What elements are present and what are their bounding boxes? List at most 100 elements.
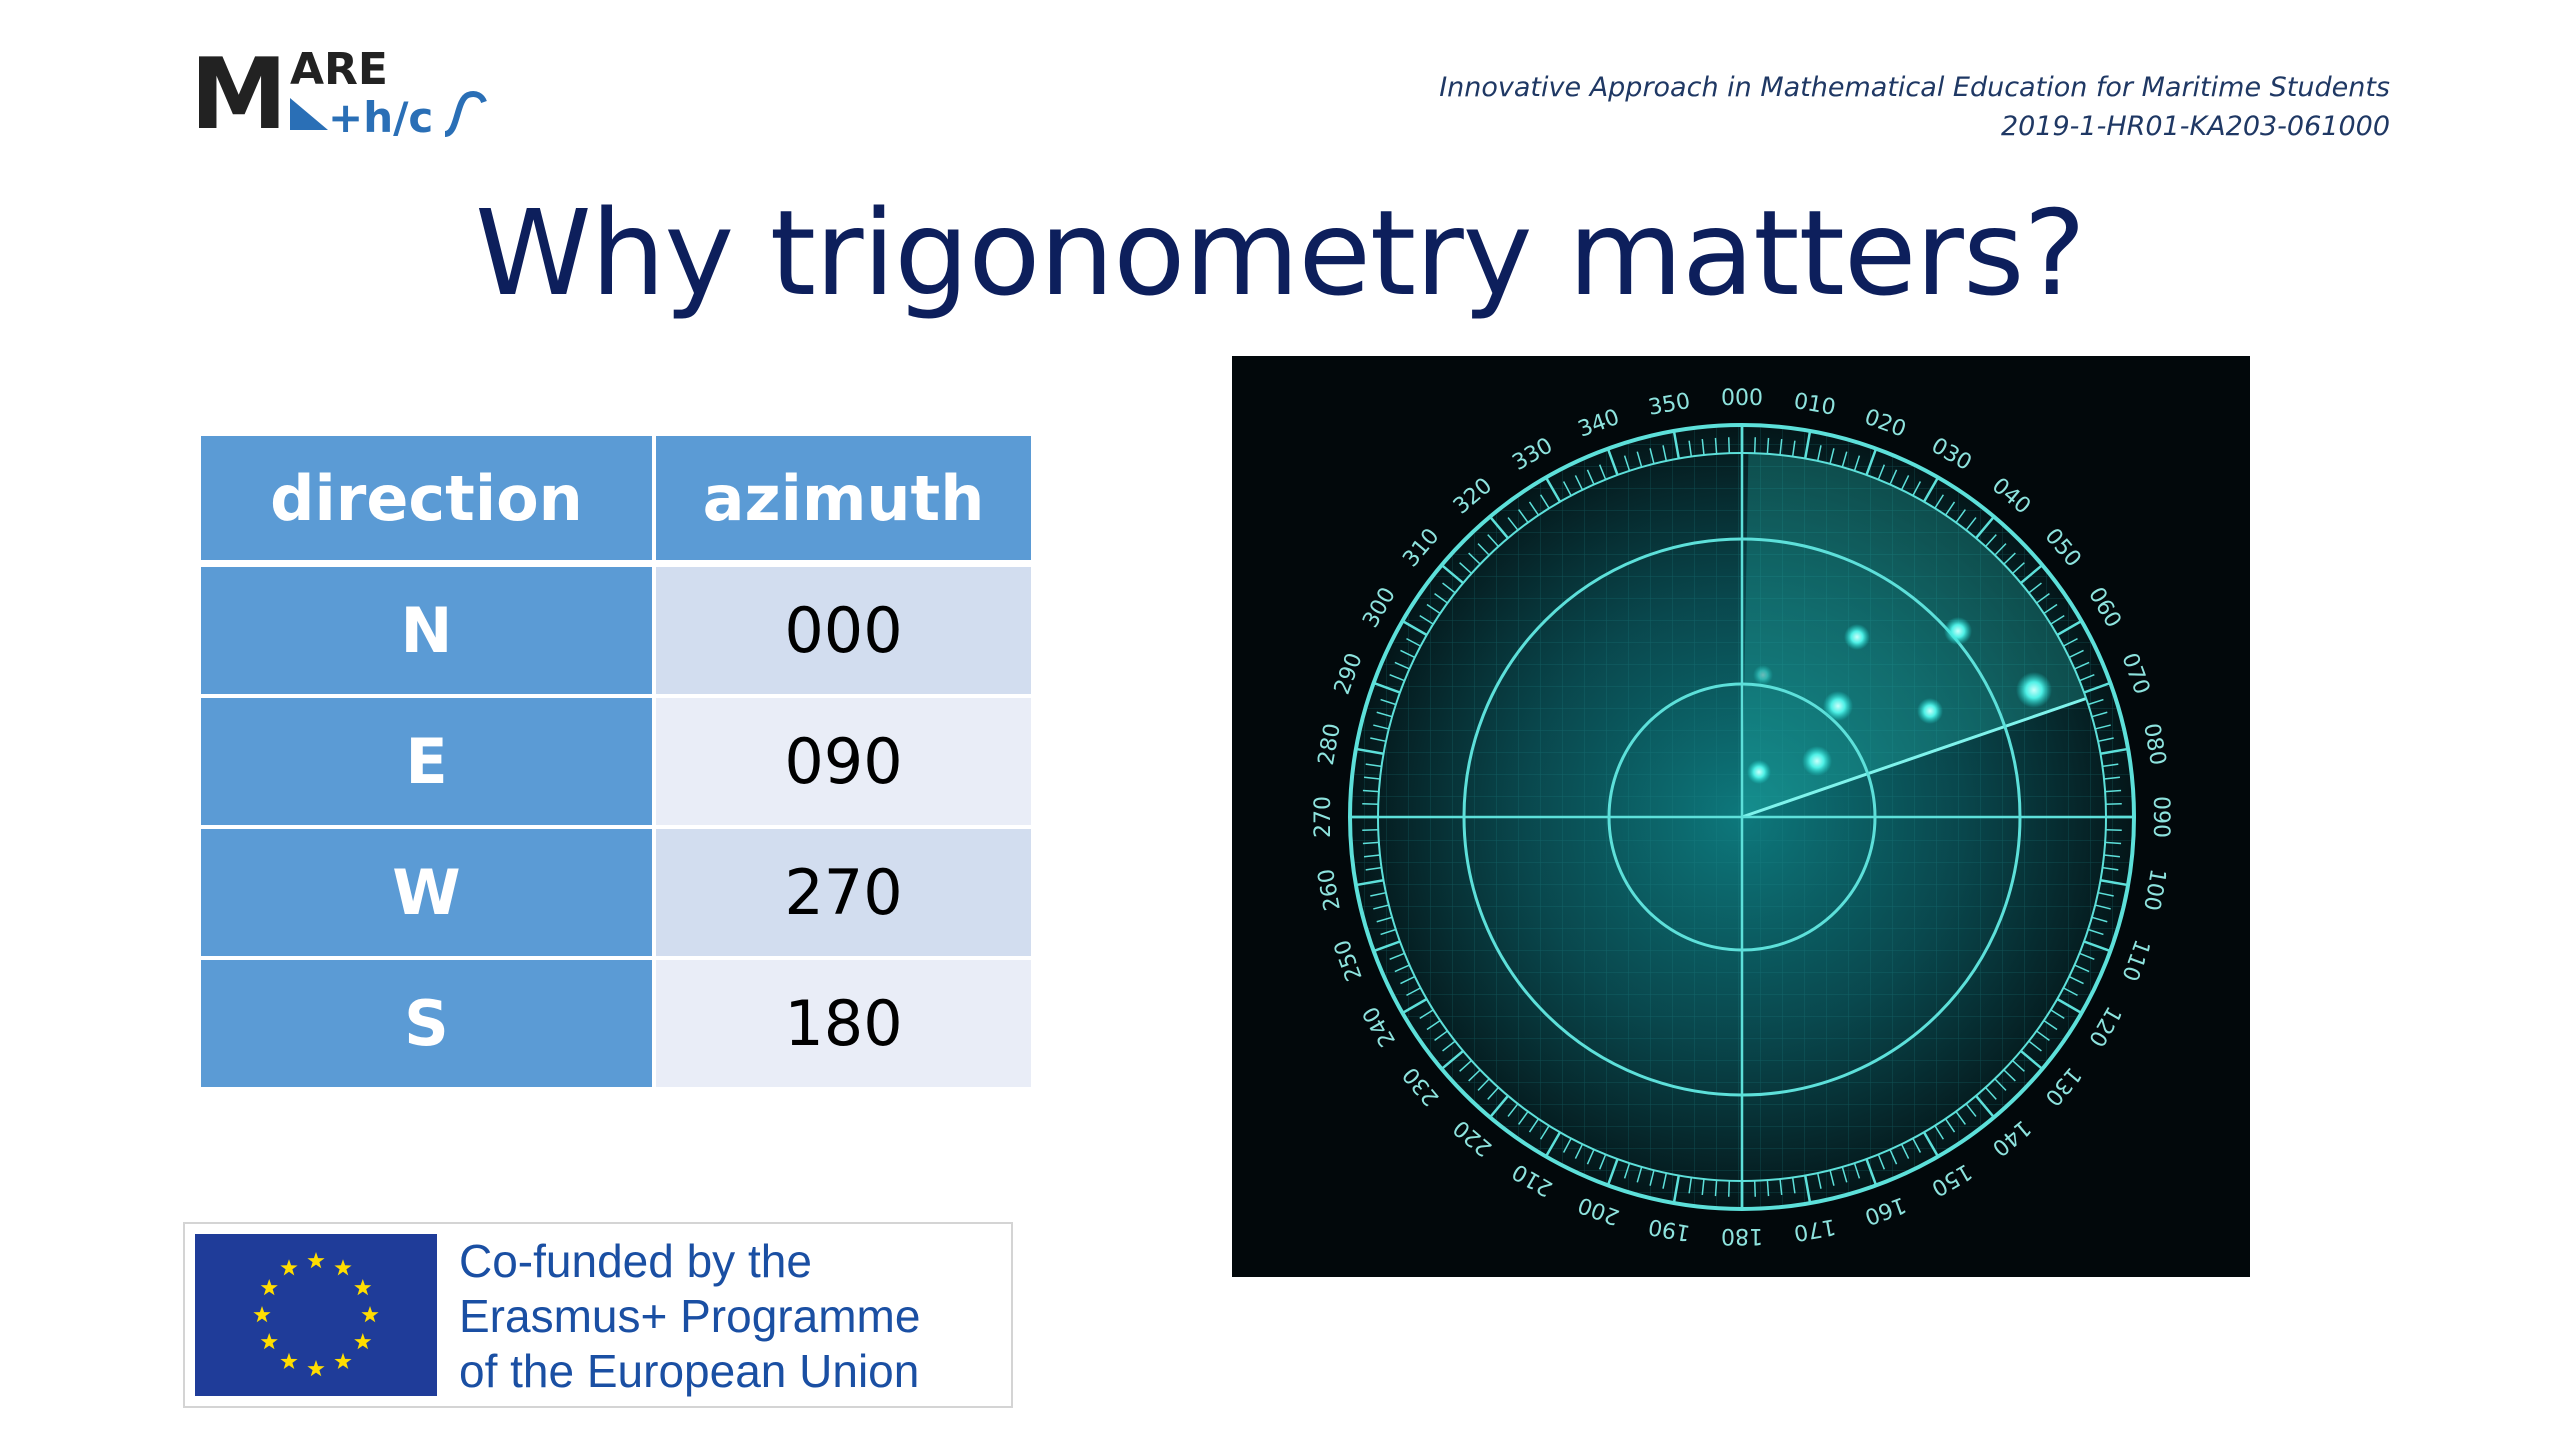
eu-stars xyxy=(253,1252,379,1377)
bearing-tick xyxy=(1944,1118,1956,1133)
bearing-tick xyxy=(1841,1166,1848,1183)
bearing-tick xyxy=(1714,1180,1718,1197)
bearing-tick xyxy=(2028,1040,2042,1052)
bearing-tick xyxy=(1816,445,1822,462)
bearing-tick xyxy=(1934,494,1945,509)
bearing-tick xyxy=(1394,964,1410,973)
bearing-tick xyxy=(2103,854,2120,858)
bearing-tick xyxy=(1362,841,1379,845)
project-code: 2019-1-HR01-KA203-061000 xyxy=(2000,111,2390,142)
logo-m: M xyxy=(190,40,288,150)
bearing-tick xyxy=(2056,997,2083,1015)
bearing-tick xyxy=(1922,1131,1940,1158)
bearing-tick xyxy=(1975,515,1995,539)
bearing-tick xyxy=(2103,776,2120,780)
bearing-label: 320 xyxy=(1449,473,1497,519)
radar-sweep-line xyxy=(1741,697,2087,819)
bearing-tick xyxy=(2091,916,2108,923)
bearing-tick xyxy=(1401,619,1428,637)
bearing-ticks xyxy=(1350,425,2134,1209)
bearing-tick xyxy=(1889,469,1898,485)
bearing-tick xyxy=(1489,1095,1509,1119)
radar-blip xyxy=(1917,698,1943,724)
project-header: Innovative Approach in Mathematical Educ… xyxy=(1439,68,2390,146)
bearing-tick xyxy=(1714,437,1718,454)
bearing-tick xyxy=(1400,975,1416,985)
bearing-tick xyxy=(1955,1111,1966,1125)
bearing-tick xyxy=(1370,891,1387,897)
eu-star xyxy=(361,1306,379,1323)
bearing-tick xyxy=(1598,464,1607,480)
bearing-tick xyxy=(1803,430,1812,459)
bearing-tick xyxy=(1975,1095,1995,1119)
eu-star xyxy=(280,1352,298,1369)
cell-direction: N xyxy=(197,561,656,698)
bearing-tick xyxy=(1803,1175,1812,1204)
bearing-tick xyxy=(1477,543,1490,556)
bearing-tick xyxy=(1355,878,1384,887)
bearing-tick xyxy=(1373,724,1389,730)
bearing-tick xyxy=(1791,1177,1796,1194)
bearing-label: 040 xyxy=(1987,473,2035,519)
bearing-tick xyxy=(1994,543,2007,556)
bearing-tick xyxy=(1487,534,1499,547)
bearing-tick xyxy=(2105,828,2122,832)
bearing-tick xyxy=(1362,789,1379,793)
bearing-label: 150 xyxy=(1927,1158,1976,1201)
bearing-label: 030 xyxy=(1927,433,1976,476)
bearing-tick xyxy=(1900,1143,1910,1159)
bearing-label: 010 xyxy=(1792,389,1838,421)
bearing-tick xyxy=(2105,802,2122,806)
bearing-label: 110 xyxy=(2116,936,2154,984)
bearing-tick xyxy=(1623,455,1631,472)
bearing-label: 300 xyxy=(1358,583,1401,632)
bearing-tick xyxy=(1507,1103,1519,1117)
bearing-label: 070 xyxy=(2116,650,2154,698)
radar-image: 000 010 020 030 040 050 060 070 080 090 100 110 120 1… xyxy=(1232,356,2250,1277)
radar-blip xyxy=(2016,672,2052,708)
bearing-tick xyxy=(1985,534,1997,547)
eu-star xyxy=(334,1259,352,1276)
bearing-tick xyxy=(1376,916,1393,923)
bearing-tick xyxy=(1389,673,1405,682)
bearing-tick xyxy=(1528,501,1540,516)
bearing-tick xyxy=(1944,501,1956,516)
table-row: N 000 xyxy=(197,561,1035,698)
bearing-tick xyxy=(1877,464,1886,480)
bearing-label: 050 xyxy=(2040,524,2086,572)
column-header-direction: direction xyxy=(197,432,656,567)
bearing-tick xyxy=(1912,481,1922,496)
eu-star xyxy=(307,1252,325,1269)
radar-blip xyxy=(1753,665,1773,685)
bearing-tick xyxy=(1487,1087,1499,1100)
bearing-tick xyxy=(2100,878,2129,887)
cell-direction: S xyxy=(197,956,656,1091)
bearing-tick xyxy=(2068,649,2084,659)
logo-graphic: M ARE +h/c xyxy=(190,38,487,152)
bearing-tick xyxy=(1586,1149,1595,1165)
bearing-tick xyxy=(1912,1138,1922,1153)
bearing-label: 350 xyxy=(1646,389,1692,421)
bearing-tick xyxy=(1816,1172,1822,1189)
bearing-tick xyxy=(2105,841,2122,845)
bearing-label: 220 xyxy=(1449,1115,1497,1161)
bearing-tick xyxy=(2068,975,2084,985)
eu-star xyxy=(334,1352,352,1369)
bearing-tick xyxy=(1865,448,1878,476)
bearing-tick xyxy=(1562,1138,1572,1153)
bearing-tick xyxy=(1389,952,1405,961)
bearing-tick xyxy=(2036,1030,2050,1041)
slide-title: Why trigonometry matters? xyxy=(474,184,2086,322)
bearing-label: 020 xyxy=(1861,405,1909,443)
cell-azimuth: 090 xyxy=(652,694,1035,829)
bearing-tick xyxy=(1440,564,1464,584)
bearing-tick xyxy=(2079,952,2095,961)
bearing-tick xyxy=(1362,802,1379,806)
bearing-tick xyxy=(1426,1019,1441,1031)
bearing-tick xyxy=(1406,637,1421,647)
table-header-row: direction azimuth xyxy=(197,432,1035,567)
bearing-tick xyxy=(1586,469,1595,485)
cell-azimuth: 270 xyxy=(652,825,1035,960)
bearing-tick xyxy=(1401,997,1428,1015)
bearing-tick xyxy=(1518,1111,1529,1125)
